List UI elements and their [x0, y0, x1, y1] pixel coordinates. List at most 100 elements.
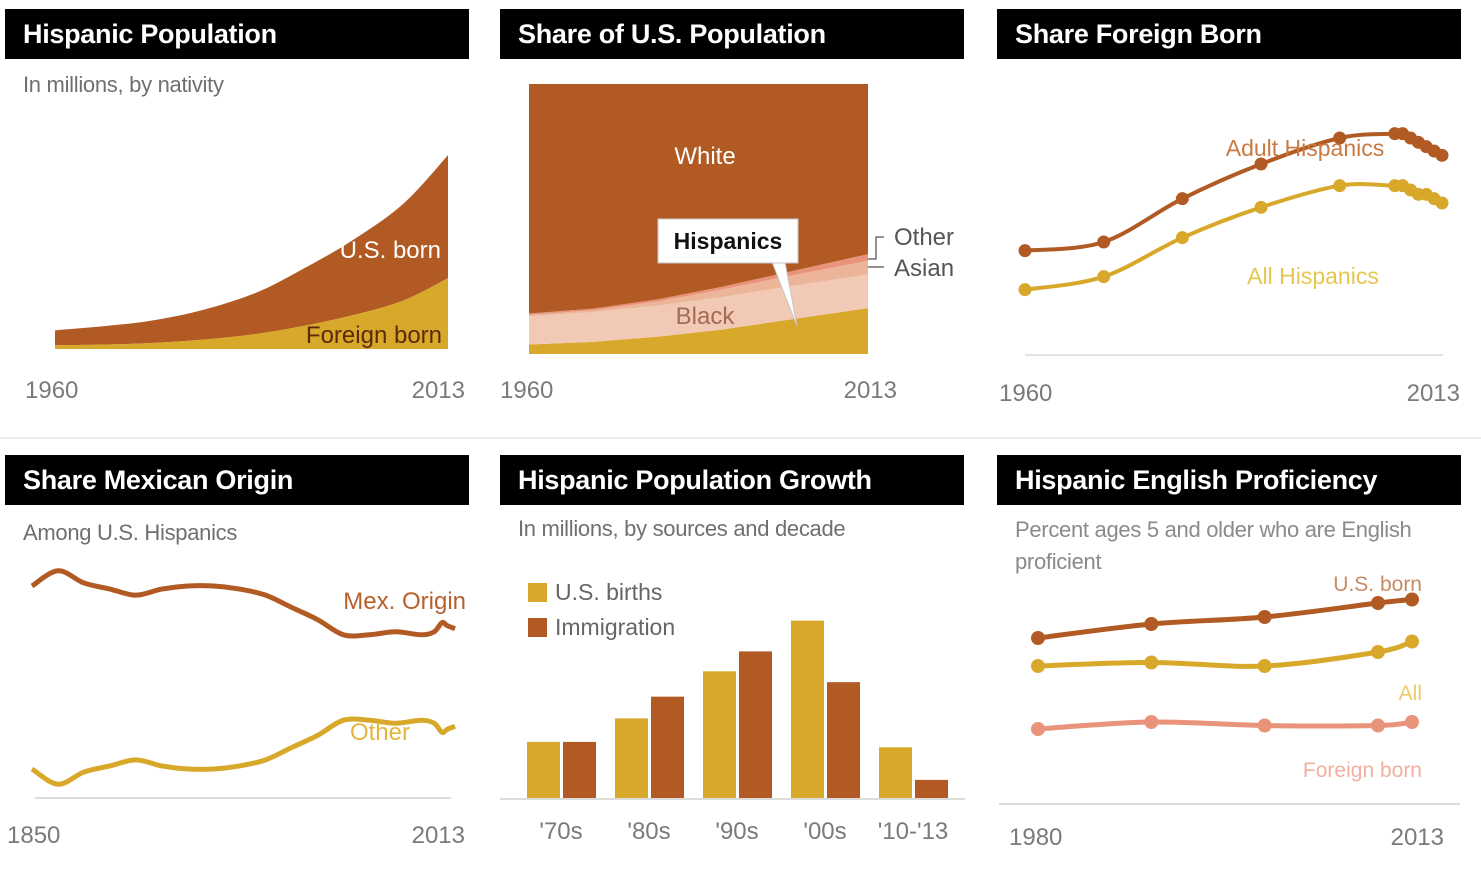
legend-label-immigration: Immigration	[555, 614, 675, 640]
x-axis-end-label: 2013	[412, 822, 465, 849]
category-label: '10-'13	[878, 818, 949, 845]
bar	[915, 779, 948, 798]
other-leader	[868, 236, 884, 260]
data-point	[1175, 192, 1189, 206]
series-line-1	[30, 716, 456, 787]
us-born-area	[55, 155, 448, 346]
foreign-born-area	[55, 278, 448, 349]
data-point	[1435, 148, 1449, 162]
data-point	[1333, 179, 1347, 193]
data-point	[1257, 659, 1272, 673]
data-point	[1031, 659, 1045, 673]
all-label: All	[1399, 682, 1422, 705]
panel-hispanic-population-growth: Hispanic Population Growth In millions, …	[500, 455, 970, 885]
chart-subtitle: In millions, by nativity	[23, 72, 224, 97]
bar	[739, 651, 772, 798]
data-point	[1435, 196, 1449, 210]
series-line-0	[1037, 597, 1413, 641]
us-born-label: U.S. born	[340, 237, 441, 264]
row-divider	[0, 437, 1481, 439]
panel-share-foreign-born: Share Foreign Born Adult Hispanics All Hi…	[997, 9, 1467, 439]
chart-title: Hispanic Population	[5, 9, 469, 59]
share-foreign-born-plot: Adult Hispanics All Hispanics 1960 2013	[999, 127, 1460, 407]
hispanic-population-growth-plot: '70s '80s '90s '00s '10-'13 U.S. births Immigr…	[500, 579, 965, 845]
bar	[563, 741, 596, 798]
bar	[827, 682, 860, 798]
panel-hispanic-population: Hispanic Population In millions, by nati…	[5, 9, 475, 439]
chart-title: Share Foreign Born	[997, 9, 1461, 59]
panel-share-us-population: Share of U.S. Population White Black Hispa…	[500, 9, 970, 439]
legend-swatch-us-births	[528, 583, 547, 602]
chart-subtitle: Among U.S. Hispanics	[23, 520, 238, 545]
data-point	[1257, 610, 1272, 624]
chart-subtitle: Percent ages 5 and older who are English…	[1015, 517, 1412, 574]
chart-title: Hispanic English Proficiency	[997, 455, 1461, 505]
series-line-1	[1024, 182, 1443, 292]
chart-title: Share Mexican Origin	[5, 455, 469, 505]
black-label: Black	[676, 303, 736, 330]
data-point	[1144, 655, 1159, 670]
category-label: '70s	[539, 818, 582, 845]
bar	[879, 747, 912, 798]
x-axis-start-label: 1960	[999, 380, 1052, 407]
bar	[615, 718, 648, 798]
series-line-2	[1037, 719, 1413, 732]
hispanic-population-plot: U.S. born Foreign born 1960 2013	[25, 155, 465, 404]
series-line-0	[30, 568, 456, 639]
share-us-population-plot: White Black Hispanics Other Asian 1960 2013	[500, 84, 954, 404]
legend-swatch-immigration	[528, 618, 547, 637]
data-point	[1371, 596, 1385, 610]
panel-hispanic-english-proficiency: Hispanic English Proficiency Percent age…	[997, 455, 1467, 885]
data-point	[1254, 157, 1268, 171]
bar	[527, 741, 560, 798]
x-axis-start-label: 1960	[25, 377, 78, 404]
data-point	[1175, 231, 1189, 245]
hispanics-label: Hispanics	[674, 228, 783, 254]
chart-title: Share of U.S. Population	[500, 9, 964, 59]
chart-title: Hispanic Population Growth	[500, 455, 964, 505]
panel-share-mexican-origin: Share Mexican Origin Among U.S. Hispanic…	[5, 455, 475, 885]
chart-subtitle: In millions, by sources and decade	[518, 516, 846, 541]
bar	[791, 620, 824, 798]
data-point	[1018, 244, 1032, 258]
other-label: Other	[350, 719, 410, 746]
x-axis-end-label: 2013	[1391, 824, 1444, 851]
legend-label-us-births: U.S. births	[555, 579, 662, 605]
hispanics-area	[529, 308, 868, 354]
category-label: '80s	[627, 818, 670, 845]
adult-hispanics-label: Adult Hispanics	[1226, 135, 1385, 161]
foreign-born-label: Foreign born	[306, 322, 442, 349]
share-mexican-origin-plot: Mex. Origin Other 1850 2013	[7, 568, 466, 849]
bar	[703, 671, 736, 798]
data-point	[1031, 722, 1045, 736]
x-axis-end-label: 2013	[412, 377, 465, 404]
data-point	[1257, 718, 1272, 733]
data-point	[1371, 645, 1385, 659]
other-label: Other	[894, 224, 954, 251]
asian-label: Asian	[894, 255, 954, 282]
data-point	[1097, 270, 1111, 284]
x-axis-start-label: 1850	[7, 822, 60, 849]
data-point	[1144, 617, 1159, 631]
all-hispanics-label: All Hispanics	[1247, 263, 1379, 289]
data-point	[1097, 235, 1111, 249]
mex-origin-label: Mex. Origin	[343, 588, 466, 615]
data-point	[1405, 592, 1419, 607]
data-point	[1018, 283, 1032, 297]
data-point	[1405, 715, 1419, 729]
data-point	[1144, 715, 1159, 729]
us-born-label: U.S. born	[1333, 573, 1422, 596]
data-point	[1031, 631, 1045, 645]
hispanics-callout-box	[657, 218, 799, 264]
data-point	[1405, 634, 1419, 649]
bar	[651, 696, 684, 798]
x-axis-end-label: 2013	[1407, 380, 1460, 407]
x-axis-end-label: 2013	[844, 377, 897, 404]
data-point	[1254, 200, 1268, 214]
data-point	[1371, 718, 1385, 733]
x-axis-start-label: 1980	[1009, 824, 1062, 851]
hispanic-english-proficiency-plot: U.S. born All Foreign born 1980 2013	[999, 573, 1460, 851]
white-label: White	[674, 143, 735, 170]
category-label: '90s	[715, 818, 758, 845]
series-line-1	[1037, 639, 1413, 669]
